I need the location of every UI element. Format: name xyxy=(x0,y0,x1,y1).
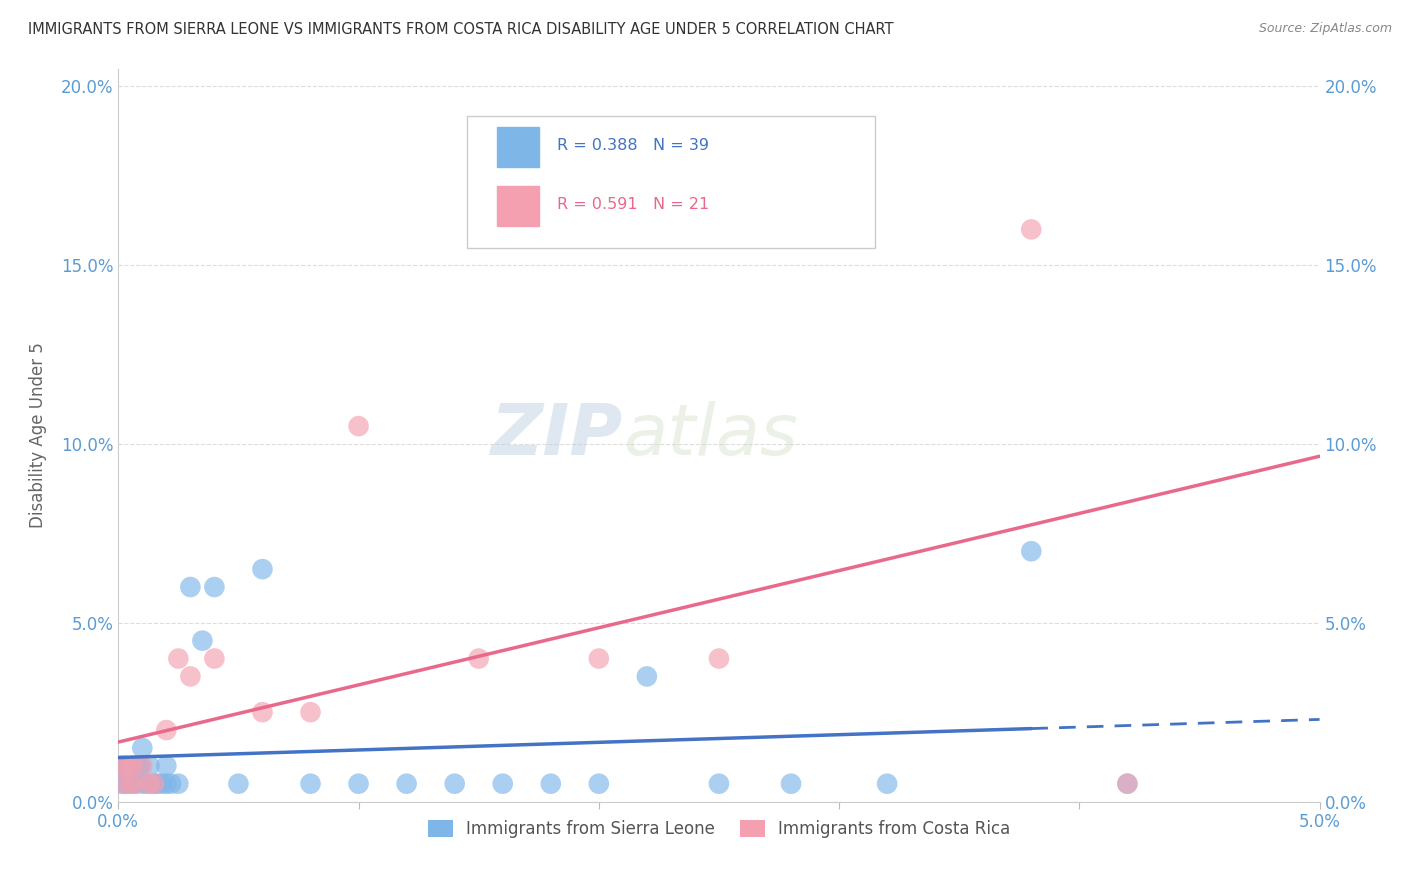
Point xyxy=(131,777,153,791)
Point xyxy=(121,759,143,773)
Point xyxy=(588,777,610,791)
Point xyxy=(167,651,190,665)
Point xyxy=(124,777,146,791)
Point xyxy=(167,777,190,791)
Text: R = 0.591   N = 21: R = 0.591 N = 21 xyxy=(557,196,709,211)
Bar xyxy=(496,186,538,227)
Point xyxy=(299,705,322,719)
Point xyxy=(136,777,159,791)
Point xyxy=(138,777,160,791)
Point xyxy=(540,777,562,791)
Point xyxy=(1019,544,1042,558)
Point xyxy=(121,759,143,773)
Point xyxy=(179,580,201,594)
Point xyxy=(636,669,658,683)
Point xyxy=(112,759,135,773)
Point xyxy=(202,651,225,665)
Point xyxy=(110,777,132,791)
Point xyxy=(143,777,166,791)
Point xyxy=(112,777,135,791)
Point xyxy=(127,759,149,773)
Point xyxy=(155,759,177,773)
Point xyxy=(467,651,489,665)
Point xyxy=(780,777,803,791)
Point xyxy=(114,777,136,791)
Point xyxy=(179,669,201,683)
Point xyxy=(1019,222,1042,236)
Point xyxy=(228,777,250,791)
Point xyxy=(707,651,730,665)
Point xyxy=(155,777,177,791)
Point xyxy=(347,419,370,434)
Point xyxy=(124,777,146,791)
Y-axis label: Disability Age Under 5: Disability Age Under 5 xyxy=(30,343,46,528)
Text: IMMIGRANTS FROM SIERRA LEONE VS IMMIGRANTS FROM COSTA RICA DISABILITY AGE UNDER : IMMIGRANTS FROM SIERRA LEONE VS IMMIGRAN… xyxy=(28,22,894,37)
Point xyxy=(876,777,898,791)
Point xyxy=(155,723,177,737)
Point xyxy=(112,759,135,773)
Point xyxy=(120,777,142,791)
FancyBboxPatch shape xyxy=(467,116,875,248)
Legend: Immigrants from Sierra Leone, Immigrants from Costa Rica: Immigrants from Sierra Leone, Immigrants… xyxy=(420,813,1017,845)
Point xyxy=(160,777,183,791)
Point xyxy=(1116,777,1139,791)
Point xyxy=(150,777,173,791)
Point xyxy=(143,777,166,791)
Text: ZIP: ZIP xyxy=(491,401,623,469)
Point xyxy=(443,777,465,791)
Point xyxy=(1116,777,1139,791)
Point xyxy=(131,759,153,773)
Bar xyxy=(496,128,538,168)
Point xyxy=(145,777,167,791)
Point xyxy=(110,759,132,773)
Text: atlas: atlas xyxy=(623,401,797,469)
Point xyxy=(252,562,274,576)
Text: R = 0.388   N = 39: R = 0.388 N = 39 xyxy=(557,138,709,153)
Point xyxy=(347,777,370,791)
Point xyxy=(252,705,274,719)
Point xyxy=(395,777,418,791)
Point xyxy=(299,777,322,791)
Point xyxy=(131,740,153,755)
Point xyxy=(492,777,515,791)
Point xyxy=(114,759,136,773)
Point xyxy=(117,759,139,773)
Point xyxy=(191,633,214,648)
Point xyxy=(120,777,142,791)
Point xyxy=(138,759,160,773)
Point xyxy=(202,580,225,594)
Point xyxy=(588,651,610,665)
Text: Source: ZipAtlas.com: Source: ZipAtlas.com xyxy=(1258,22,1392,36)
Point xyxy=(707,777,730,791)
Point xyxy=(129,759,152,773)
